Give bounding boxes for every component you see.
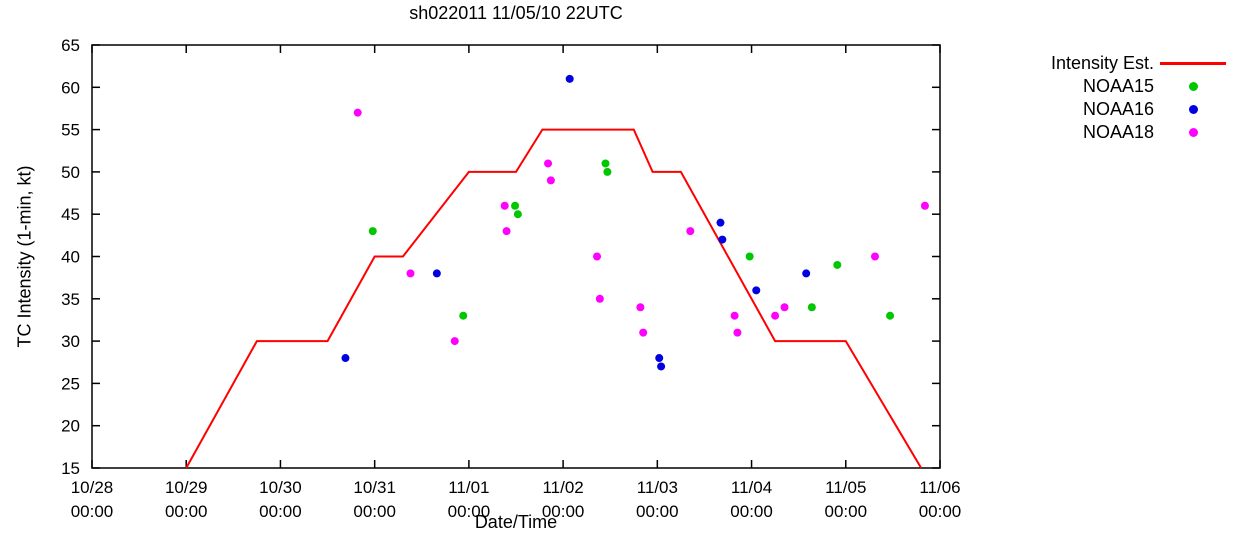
x-tick-label-date: 10/30 — [259, 478, 302, 497]
data-point-noaa18 — [500, 201, 509, 210]
data-point-noaa16 — [565, 74, 574, 83]
x-tick-label-date: 11/03 — [637, 478, 678, 497]
data-point-noaa18 — [593, 252, 602, 261]
x-tick-label-time: 00:00 — [730, 502, 773, 521]
legend-label-noaa18: NOAA18 — [1082, 122, 1154, 142]
data-point-noaa15 — [807, 303, 816, 312]
legend-item-intensity-est: Intensity Est. — [1051, 52, 1232, 75]
dot-swatch-icon — [1188, 82, 1198, 91]
y-tick-label: 35 — [61, 290, 80, 309]
data-point-noaa16 — [657, 362, 666, 371]
data-point-noaa18 — [920, 201, 929, 210]
y-tick-label: 15 — [61, 459, 80, 478]
y-tick-label: 20 — [61, 417, 80, 436]
x-tick-label-time: 00:00 — [165, 502, 208, 521]
data-point-noaa16 — [341, 354, 350, 363]
legend-item-noaa16: NOAA16 — [1051, 98, 1232, 121]
data-point-noaa18 — [636, 303, 645, 312]
data-point-noaa18 — [639, 328, 648, 337]
x-tick-label-date: 11/01 — [448, 478, 489, 497]
x-tick-label-date: 10/29 — [165, 478, 208, 497]
data-point-noaa18 — [780, 303, 789, 312]
x-tick-label-date: 11/02 — [542, 478, 583, 497]
legend-label-noaa16: NOAA16 — [1082, 99, 1154, 119]
data-point-noaa18 — [450, 337, 459, 346]
x-tick-label-time: 00:00 — [259, 502, 302, 521]
legend-dot-sample — [1154, 105, 1232, 114]
legend-item-noaa15: NOAA15 — [1051, 75, 1232, 98]
x-tick-label-date: 10/28 — [71, 478, 114, 497]
y-tick-label: 45 — [61, 205, 80, 224]
plot-border — [91, 44, 941, 469]
x-tick-label-date: 10/31 — [353, 478, 396, 497]
series-line-intensity-est — [185, 128, 923, 469]
x-tick-label-date: 11/05 — [825, 478, 866, 497]
data-point-noaa15 — [513, 210, 522, 219]
y-tick-label: 25 — [61, 374, 80, 393]
x-tick-label-time: 00:00 — [448, 502, 491, 521]
data-point-noaa15 — [601, 159, 610, 168]
data-point-noaa18 — [544, 159, 553, 168]
x-axis-label: Date/Time — [474, 512, 558, 532]
x-tick-label-time: 00:00 — [542, 502, 585, 521]
y-tick-label: 40 — [61, 248, 80, 267]
data-point-noaa16 — [432, 269, 441, 278]
chart-title: sh022011 11/05/10 22UTC — [409, 3, 623, 23]
data-point-noaa18 — [686, 227, 695, 236]
data-point-noaa18 — [730, 311, 739, 320]
legend-line-sample — [1154, 62, 1232, 65]
x-tick-label-time: 00:00 — [353, 502, 396, 521]
data-point-noaa18 — [502, 227, 511, 236]
x-tick-label-time: 00:00 — [919, 502, 962, 521]
data-point-noaa15 — [368, 227, 377, 236]
legend: Intensity Est. NOAA15 NOAA16 NOAA18 — [1051, 52, 1232, 144]
data-point-noaa15 — [745, 252, 754, 261]
y-tick-label: 60 — [61, 78, 80, 97]
y-tick-label: 30 — [61, 332, 80, 351]
y-tick-label: 55 — [61, 121, 80, 140]
data-point-noaa15 — [459, 311, 468, 320]
data-point-noaa18 — [771, 311, 780, 320]
x-tick-label-time: 00:00 — [825, 502, 868, 521]
legend-label-noaa15: NOAA15 — [1082, 76, 1154, 96]
data-point-noaa18 — [353, 108, 362, 117]
dot-swatch-icon — [1188, 105, 1198, 114]
data-point-noaa18 — [406, 269, 415, 278]
x-tick-label-date: 11/04 — [731, 478, 772, 497]
legend-dot-sample — [1154, 82, 1232, 91]
data-point-noaa15 — [886, 311, 895, 320]
data-point-noaa16 — [802, 269, 811, 278]
data-point-noaa18 — [595, 294, 604, 303]
legend-dot-sample — [1154, 128, 1232, 137]
data-point-noaa18 — [546, 176, 555, 185]
dot-swatch-icon — [1188, 128, 1198, 137]
x-tick-label-date: 11/06 — [919, 478, 960, 497]
legend-item-noaa18: NOAA18 — [1051, 121, 1232, 144]
legend-label-intensity-est: Intensity Est. — [1050, 53, 1154, 73]
data-point-noaa18 — [733, 328, 742, 337]
y-tick-label: 50 — [61, 163, 80, 182]
data-point-noaa16 — [716, 218, 725, 227]
data-point-noaa18 — [870, 252, 879, 261]
line-swatch-icon — [1160, 62, 1226, 65]
data-point-noaa15 — [511, 201, 520, 210]
data-point-noaa16 — [718, 235, 727, 244]
x-tick-label-time: 00:00 — [636, 502, 679, 521]
data-point-noaa16 — [752, 286, 761, 295]
y-tick-label: 65 — [61, 36, 80, 55]
data-point-noaa16 — [655, 354, 664, 363]
x-tick-label-time: 00:00 — [71, 502, 114, 521]
data-point-noaa15 — [603, 167, 612, 176]
data-point-noaa15 — [833, 260, 842, 269]
